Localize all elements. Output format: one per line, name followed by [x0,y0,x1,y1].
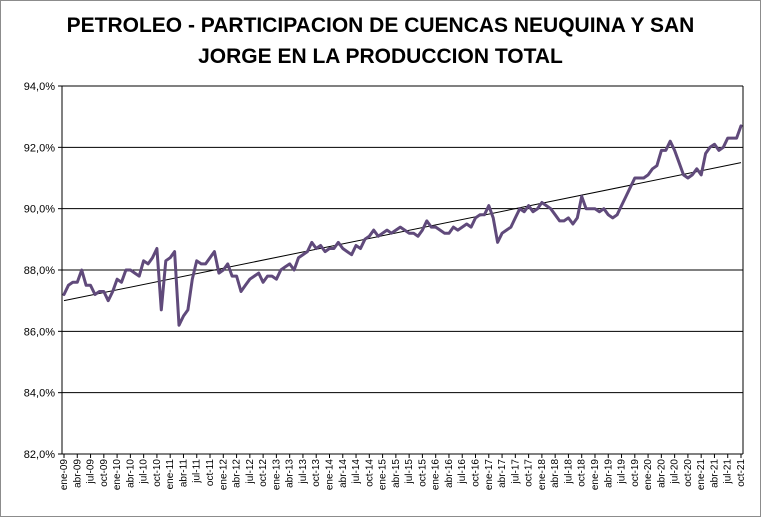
y-axis-ticks: 82,0% 84,0% 86,0% 88,0% 90,0% 92,0% 94,0% [24,81,55,461]
x-tick-label: jul-10 [139,459,150,485]
x-tick-label: jul-16 [457,459,468,485]
x-tick-label: ene-19 [590,459,601,491]
x-tick-label: oct-12 [258,459,269,487]
x-tick-label: ene-20 [643,459,654,491]
x-tick-label: oct-15 [417,459,428,487]
x-tick-label: oct-09 [99,459,110,487]
x-tick-label: abr-21 [709,459,720,488]
x-tick-label: jul-11 [192,459,203,484]
x-tick-label: abr-13 [285,459,296,488]
y-tick-label: 86,0% [24,326,55,338]
x-tick-label: ene-11 [165,459,176,490]
y-tick-label: 88,0% [24,265,55,277]
x-tick-label: jul-19 [617,459,628,485]
x-axis-ticks: ene-09 abr-09 jul-09 oct-09 ene-10 abr-10 jul-… [59,459,747,491]
x-tick-label: ene-13 [271,459,282,491]
x-tick-label: abr-17 [497,459,508,488]
x-tick-label: oct-16 [471,459,482,487]
x-tick-label: jul-09 [86,459,97,485]
y-tick-label: 90,0% [24,204,55,216]
x-tick-label: oct-19 [630,459,641,487]
x-tick-label: jul-14 [351,459,362,485]
x-tick-label: oct-10 [152,459,163,487]
x-tick-label: ene-14 [324,459,335,491]
x-tick-label: jul-18 [563,459,574,485]
x-tick-label: jul-13 [298,459,309,485]
y-tick-label: 84,0% [24,388,55,400]
x-tick-label: abr-14 [338,459,349,488]
x-tick-label: abr-09 [72,459,83,488]
series-line [62,124,743,327]
x-tick-label: oct-13 [311,459,322,487]
x-tick-label: ene-09 [59,459,70,491]
x-tick-label: abr-19 [603,459,614,488]
x-tick-label: abr-10 [125,459,136,488]
x-tick-label: abr-12 [232,459,243,488]
x-tick-label: oct-11 [205,459,216,486]
x-tick-label: ene-18 [537,459,548,491]
x-tick-label: ene-15 [378,459,389,491]
axes [58,85,744,458]
x-tick-label: jul-15 [404,459,415,485]
x-tick-label: abr-16 [444,459,455,488]
chart-title-line2: JORGE EN LA PRODUCCION TOTAL [198,45,563,68]
chart-title-line1: PETROLEO - PARTICIPACION DE CUENCAS NEUQ… [66,14,695,37]
x-tick-label: abr-18 [550,459,561,488]
y-tick-label: 92,0% [24,142,55,154]
x-tick-label: ene-21 [696,459,707,491]
chart-title: PETROLEO - PARTICIPACION DE CUENCAS NEUQ… [0,10,761,72]
x-tick-label: abr-20 [656,459,667,488]
x-tick-label: abr-15 [391,459,402,488]
y-tick-label: 82,0% [24,449,55,461]
x-tick-label: jul-17 [510,459,521,485]
x-tick-label: oct-20 [683,459,694,487]
x-tick-label: ene-12 [218,459,229,491]
x-tick-label: ene-10 [112,459,123,491]
series-layer [62,124,743,327]
x-tick-label: jul-20 [670,459,681,485]
y-tick-label: 94,0% [24,81,55,93]
x-tick-label: jul-21 [723,459,734,485]
x-tick-label: oct-14 [364,459,375,487]
x-tick-label: oct-17 [524,459,535,487]
x-tick-label: oct-18 [577,459,588,487]
x-tick-label: ene-17 [484,459,495,491]
x-tick-label: abr-11 [178,459,189,488]
x-tick-label: ene-16 [431,459,442,491]
x-tick-label: jul-12 [245,459,256,485]
trendline [63,162,742,302]
x-tick-label: oct-21 [736,459,747,487]
gridlines [62,85,743,394]
